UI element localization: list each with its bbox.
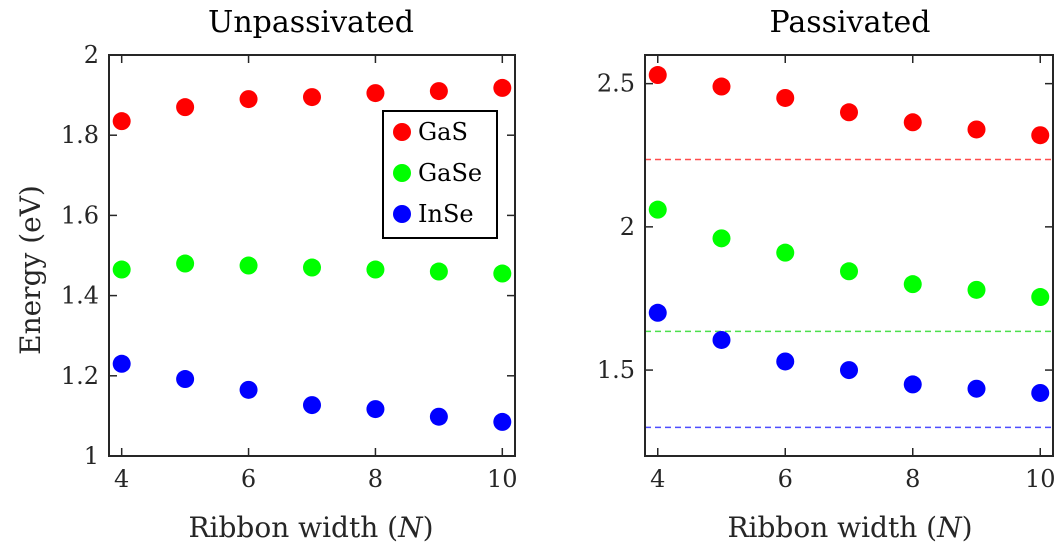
legend: GaS GaSe InSe [382, 110, 498, 239]
y-tick-label: 2 [84, 41, 99, 69]
point-gase [429, 262, 448, 281]
y-tick-label: 1.8 [61, 121, 99, 149]
point-gas [712, 77, 731, 96]
point-inse [840, 361, 858, 380]
x-tick-label: 4 [114, 465, 129, 493]
point-gas [776, 88, 795, 107]
point-gase [493, 264, 512, 283]
point-gas [967, 120, 986, 139]
point-inse [239, 380, 258, 399]
panel-title: Passivated [770, 5, 931, 40]
point-gase [1031, 288, 1050, 307]
x-tick-label: 6 [241, 465, 256, 493]
point-gase [112, 260, 131, 279]
y-tick-label: 1.5 [597, 356, 635, 384]
x-axis-label: Ribbon width (N) [727, 511, 972, 544]
y-tick-label: 1.4 [61, 282, 99, 310]
y-tick-label: 2 [620, 213, 635, 241]
x-tick-label: 8 [905, 465, 920, 493]
plot-area-frame [644, 54, 1054, 457]
point-gase [840, 262, 858, 281]
point-gas [429, 82, 448, 101]
x-tick-label: 6 [778, 465, 793, 493]
x-tick-label: 10 [1025, 465, 1056, 493]
point-inse [112, 354, 131, 373]
legend-label-inse: InSe [418, 200, 474, 228]
y-tick-label: 1 [84, 442, 99, 470]
y-tick-label: 1.2 [61, 362, 99, 390]
point-gas [176, 98, 195, 117]
point-gase [648, 200, 667, 219]
x-axis-label-prefix: Ribbon width ( [188, 511, 398, 544]
x-tick-label: 8 [368, 465, 383, 493]
x-axis-label-prefix: Ribbon width ( [727, 511, 937, 544]
point-inse [366, 400, 385, 419]
point-gas [112, 112, 131, 131]
point-inse [493, 412, 512, 431]
x-axis-label-suffix: ) [962, 511, 973, 544]
point-gas [239, 90, 258, 109]
x-axis-label-variable: N [936, 511, 963, 544]
point-gase [967, 280, 986, 299]
y-tick-label: 2.5 [597, 70, 635, 98]
panel-passivated: Passivated Ribbon width (N) 4 6 8 10 1.5 2 2.5 [597, 5, 1056, 544]
point-gase [303, 258, 321, 277]
y-tick-label: 1.6 [61, 201, 99, 229]
point-gase [776, 243, 795, 262]
point-inse [903, 375, 922, 394]
point-inse [776, 352, 795, 371]
point-gas [366, 84, 385, 103]
legend-marker-gase [393, 164, 411, 182]
y-axis-label: Energy (eV) [14, 185, 47, 355]
point-inse [712, 330, 731, 349]
point-gase [239, 256, 258, 275]
x-tick-label: 4 [650, 465, 665, 493]
plot-area-frame [108, 54, 516, 457]
point-gase [903, 275, 922, 294]
legend-label-gase: GaSe [418, 159, 482, 187]
point-gase [366, 260, 385, 279]
point-inse [1031, 383, 1050, 402]
panel-title: Unpassivated [208, 5, 414, 40]
point-inse [429, 407, 448, 426]
point-inse [648, 303, 667, 322]
panel-unpassivated: Unpassivated Energy (eV) Ribbon width (N… [14, 5, 518, 544]
legend-label-gas: GaS [418, 118, 468, 146]
x-axis-label: Ribbon width (N) [188, 511, 433, 544]
point-gas [903, 113, 922, 132]
point-inse [967, 379, 986, 398]
point-inse [176, 370, 195, 389]
point-gas [303, 88, 321, 107]
legend-marker-gas [393, 123, 411, 141]
point-inse [303, 396, 321, 415]
point-gas [493, 78, 512, 97]
x-axis-label-suffix: ) [423, 511, 434, 544]
legend-marker-inse [393, 205, 411, 223]
point-gas [840, 103, 858, 122]
point-gas [648, 66, 667, 85]
point-gas [1031, 126, 1050, 145]
point-gase [712, 229, 731, 248]
point-gase [176, 254, 195, 273]
x-tick-label: 10 [487, 465, 518, 493]
x-axis-label-variable: N [397, 511, 424, 544]
